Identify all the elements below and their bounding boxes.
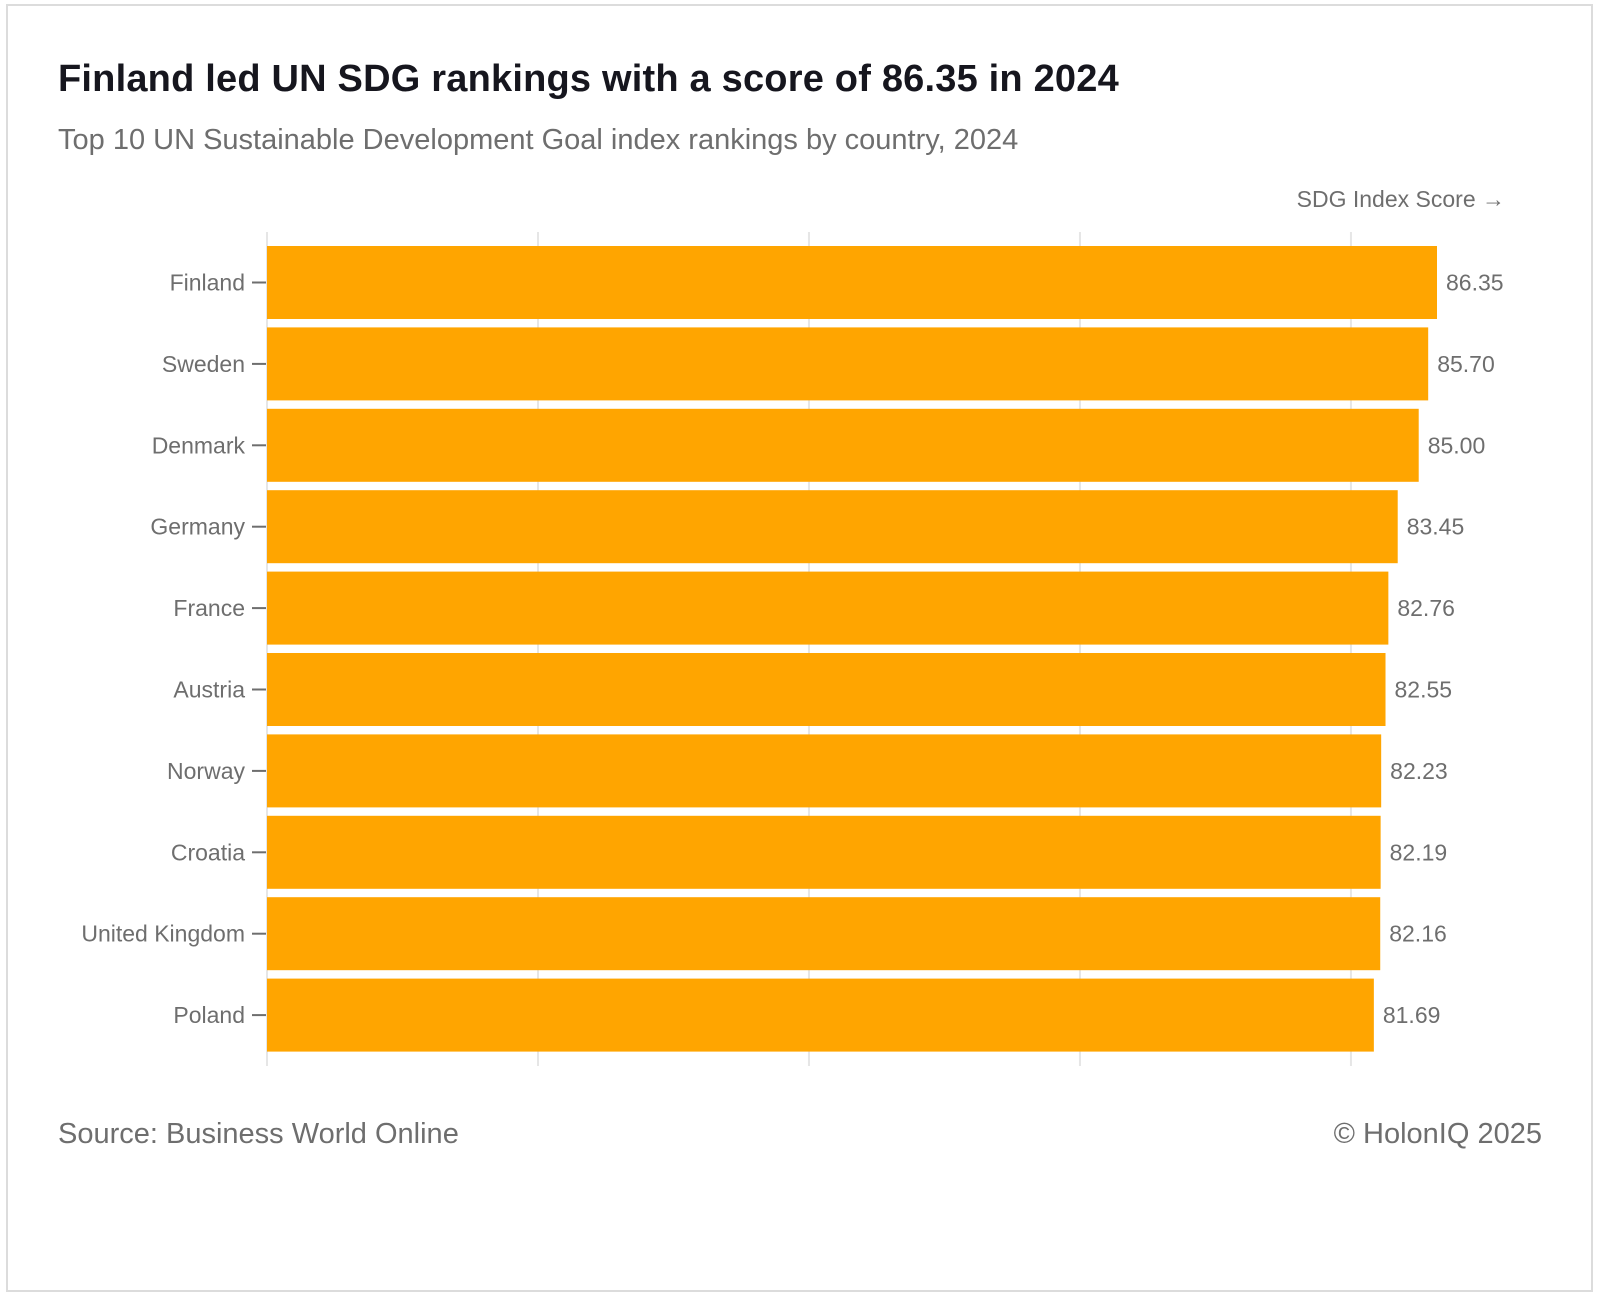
- bar-croatia: [267, 815, 1381, 889]
- bar-norway: [267, 734, 1382, 808]
- data-label: 82.76: [1397, 595, 1455, 621]
- bar-poland: [267, 978, 1374, 1052]
- source-note: Source: Business World Online: [58, 1118, 459, 1150]
- bar-sweden: [267, 327, 1429, 401]
- data-label: 82.16: [1389, 921, 1447, 947]
- data-label: 81.69: [1383, 1002, 1441, 1028]
- bar-france: [267, 571, 1389, 645]
- bar-united-kingdom: [267, 897, 1381, 971]
- y-tick-label: Germany: [150, 514, 245, 540]
- y-tick-label: Sweden: [162, 351, 245, 377]
- data-label: 82.23: [1390, 758, 1448, 784]
- y-tick-label: France: [173, 595, 245, 621]
- bar-finland: [267, 246, 1437, 319]
- bar-austria: [267, 653, 1386, 726]
- y-tick-label: Poland: [173, 1002, 245, 1028]
- data-label: 85.70: [1437, 351, 1495, 377]
- chart-card: [6, 4, 1593, 1292]
- data-label: 83.45: [1407, 514, 1465, 540]
- data-label: 82.19: [1390, 839, 1448, 865]
- y-tick-label: Finland: [170, 270, 245, 296]
- bar-germany: [267, 490, 1398, 564]
- y-tick-label: Norway: [167, 758, 245, 784]
- y-tick-label: Austria: [173, 677, 245, 703]
- y-tick-label: United Kingdom: [81, 921, 245, 947]
- x-axis-title: SDG Index Score →: [1297, 186, 1505, 212]
- copyright-note: © HolonIQ 2025: [1333, 1118, 1542, 1150]
- data-label: 85.00: [1428, 432, 1486, 458]
- y-tick-label: Denmark: [152, 432, 246, 458]
- data-label: 86.35: [1446, 270, 1504, 296]
- data-label: 82.55: [1395, 677, 1453, 703]
- y-tick-label: Croatia: [171, 839, 245, 865]
- chart-title: Finland led UN SDG rankings with a score…: [58, 58, 1119, 100]
- bar-denmark: [267, 408, 1419, 482]
- chart-subtitle: Top 10 UN Sustainable Development Goal i…: [58, 124, 1019, 156]
